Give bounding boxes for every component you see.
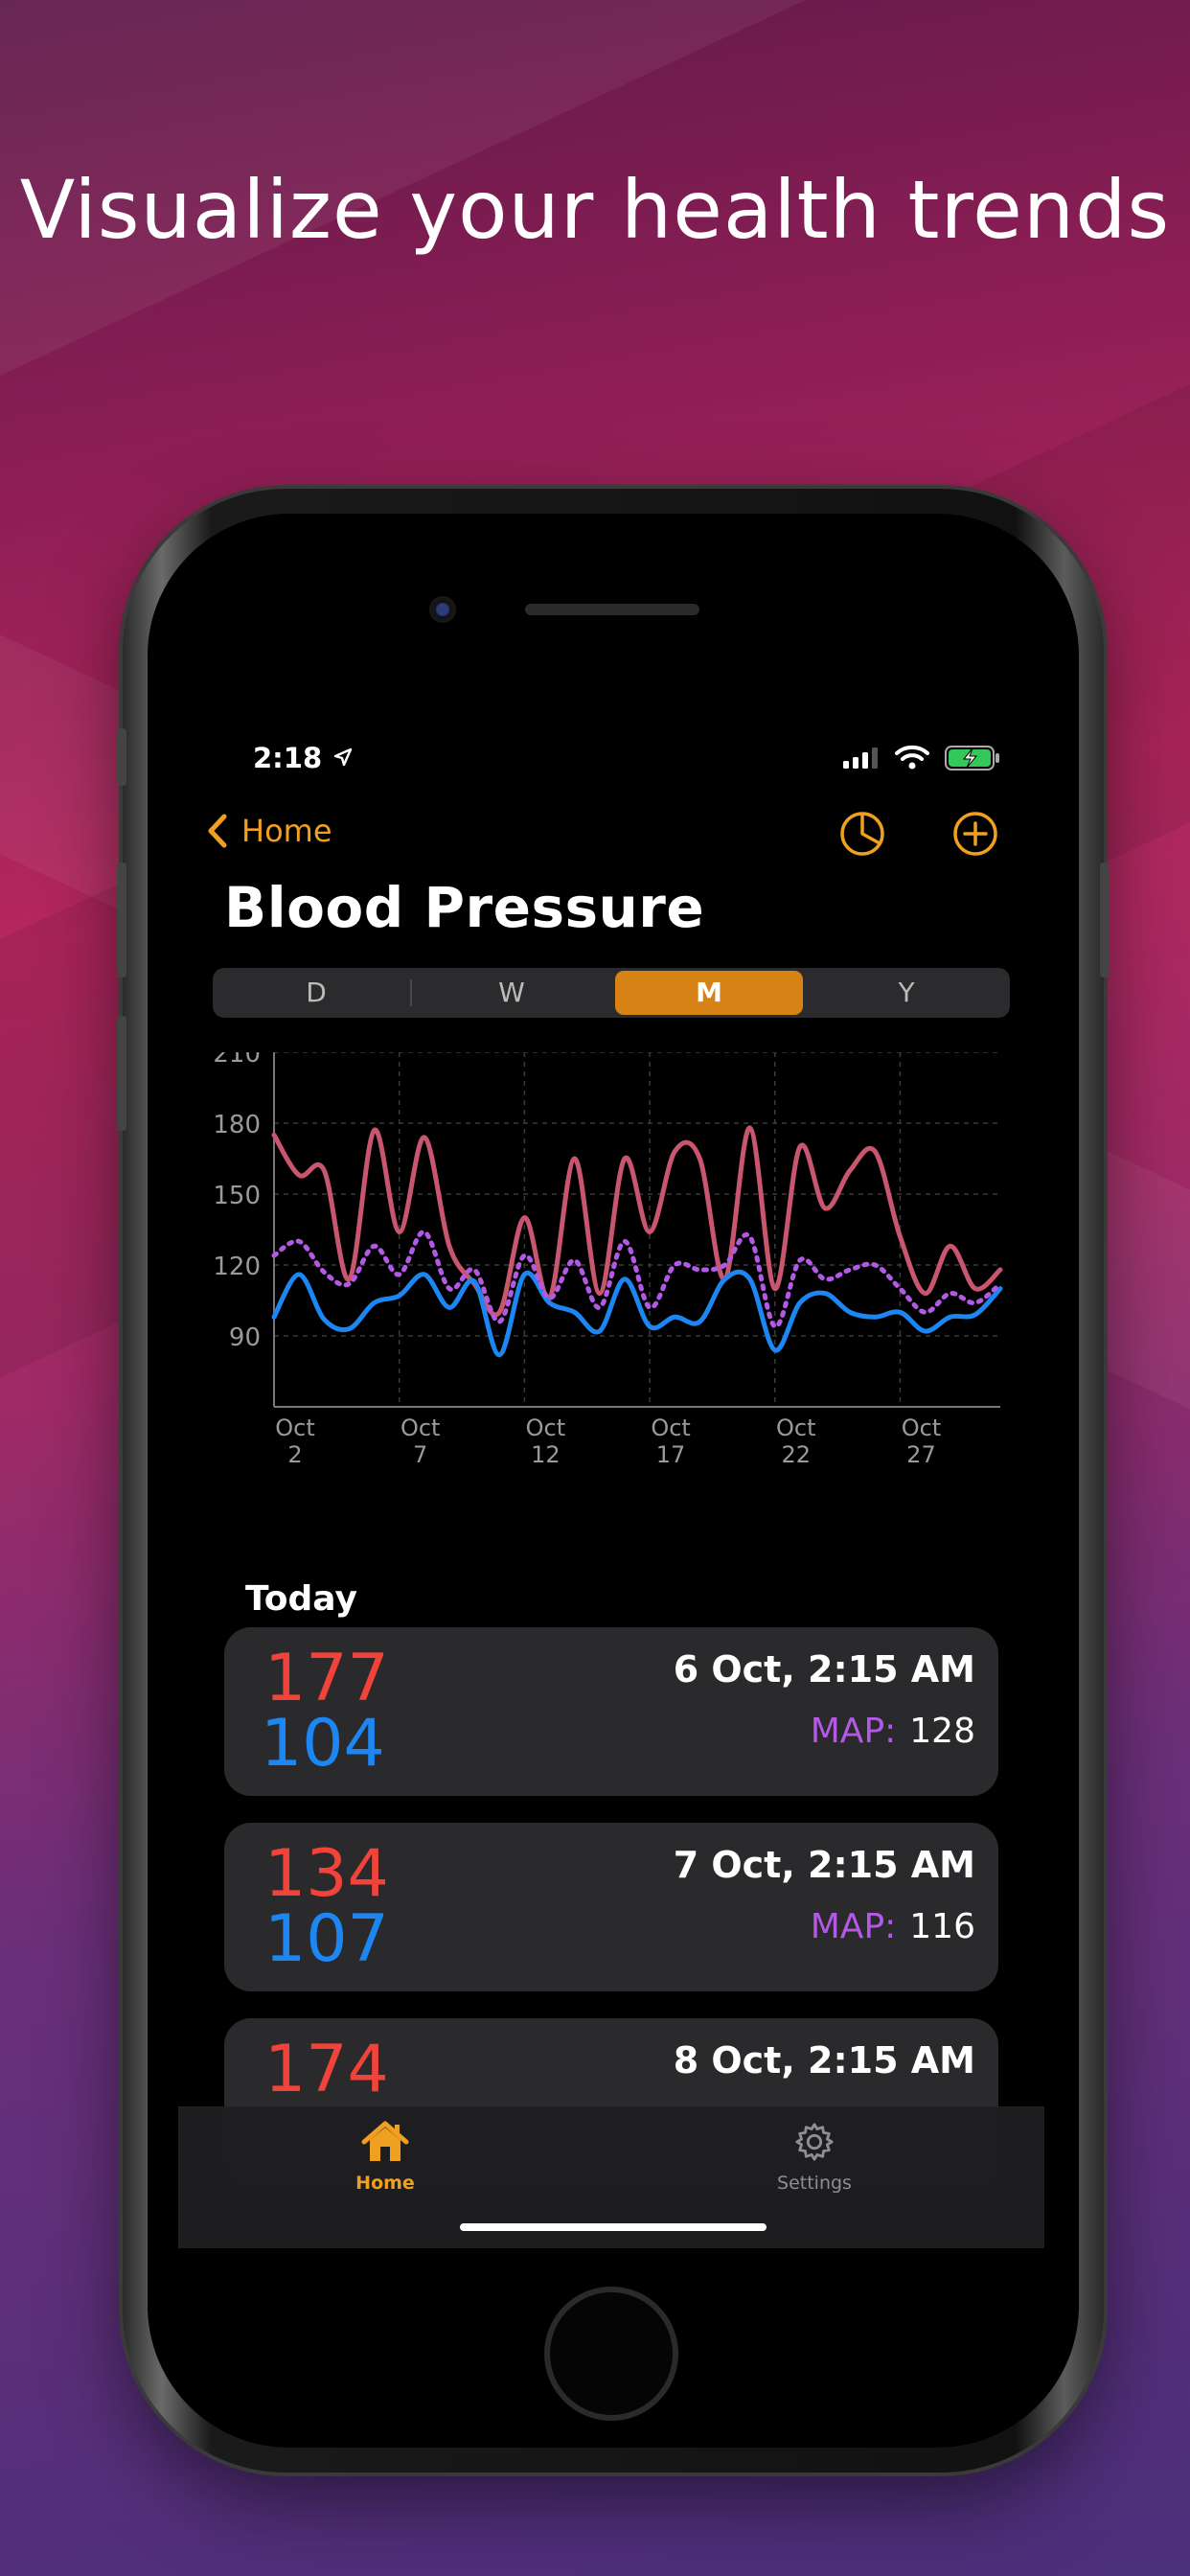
battery-charging-icon	[945, 746, 999, 770]
reading-datetime: 7 Oct, 2:15 AM	[673, 1844, 975, 1886]
status-time: 2:18	[253, 742, 323, 774]
diastolic-series-line	[271, 1269, 1003, 1358]
systolic-series-line	[271, 1125, 1003, 1318]
y-tick-label: 150	[213, 1182, 261, 1210]
location-arrow-icon	[333, 748, 353, 767]
navigation-bar: Home	[178, 809, 1044, 876]
diastolic-value: 104	[261, 1706, 385, 1782]
y-tick-label: 210	[213, 1052, 261, 1069]
volume-up-button	[117, 862, 126, 978]
y-tick-label: 120	[213, 1253, 261, 1281]
map-label: MAP:	[810, 1712, 897, 1751]
x-tick-label: Oct	[275, 1414, 315, 1441]
x-tick-label: 17	[656, 1441, 686, 1468]
house-icon	[361, 2121, 409, 2161]
tab-home[interactable]: Home	[309, 2121, 462, 2194]
x-tick-label: Oct	[400, 1414, 441, 1441]
cellular-signal-icon	[843, 748, 878, 769]
x-tick-label: Oct	[526, 1414, 566, 1441]
reading-card[interactable]: 134 107 7 Oct, 2:15 AM MAP: 116	[224, 1823, 998, 1991]
map-value: 116	[909, 1907, 975, 1946]
tab-home-label: Home	[355, 2173, 415, 2194]
diastolic-value: 107	[264, 1901, 389, 1977]
y-tick-label: 180	[213, 1111, 261, 1139]
x-tick-label: 27	[906, 1441, 936, 1468]
pie-chart-icon	[840, 812, 884, 856]
status-bar: 2:18	[178, 717, 1044, 794]
x-tick-label: Oct	[651, 1414, 691, 1441]
reading-card[interactable]: 177 104 6 Oct, 2:15 AM MAP: 128	[224, 1627, 998, 1796]
home-button[interactable]	[544, 2287, 678, 2421]
add-reading-button[interactable]	[950, 809, 1000, 859]
headline: Visualize your health trends	[19, 163, 1171, 257]
back-label: Home	[241, 813, 332, 849]
map-row: MAP: 116	[811, 1907, 975, 1946]
systolic-value: 134	[264, 1836, 389, 1912]
app-screen: 2:18 Home	[178, 717, 1044, 2248]
power-button	[1100, 862, 1110, 978]
chart-button[interactable]	[837, 809, 887, 859]
map-row: MAP: 128	[811, 1712, 975, 1751]
x-tick-label: Oct	[902, 1414, 942, 1441]
x-tick-label: Oct	[776, 1414, 816, 1441]
systolic-value: 177	[264, 1641, 389, 1716]
period-segmented-control: D W M Y	[213, 968, 1010, 1018]
mute-switch	[117, 728, 126, 786]
volume-down-button	[117, 1016, 126, 1131]
x-tick-label: 2	[287, 1441, 302, 1468]
home-indicator	[460, 2223, 767, 2231]
segment-week[interactable]: W	[498, 977, 525, 1008]
reading-datetime: 8 Oct, 2:15 AM	[673, 2039, 975, 2082]
page-title: Blood Pressure	[224, 875, 705, 940]
wifi-icon	[895, 745, 929, 770]
section-title: Today	[245, 1579, 357, 1619]
plus-circle-icon	[953, 812, 997, 856]
segment-divider	[410, 979, 412, 1006]
blood-pressure-chart: 90120150180210Oct2Oct7Oct12Oct17Oct22Oct…	[213, 1052, 1003, 1468]
x-tick-label: 12	[531, 1441, 561, 1468]
gear-icon	[795, 2123, 834, 2161]
systolic-value: 174	[264, 2032, 389, 2107]
map-series-line	[271, 1229, 1003, 1329]
segment-month[interactable]: M	[615, 971, 803, 1015]
segment-day[interactable]: D	[306, 977, 327, 1008]
x-tick-label: 7	[413, 1441, 427, 1468]
tab-settings-label: Settings	[777, 2173, 852, 2194]
x-tick-label: 22	[781, 1441, 811, 1468]
reading-datetime: 6 Oct, 2:15 AM	[673, 1648, 975, 1690]
earpiece-speaker	[525, 604, 699, 615]
map-label: MAP:	[810, 1907, 897, 1946]
chevron-left-icon	[208, 814, 227, 848]
back-button[interactable]: Home	[207, 813, 332, 849]
map-value: 128	[909, 1712, 975, 1751]
segment-year[interactable]: Y	[898, 977, 915, 1008]
tab-settings[interactable]: Settings	[738, 2121, 891, 2194]
front-camera	[429, 596, 456, 623]
y-tick-label: 90	[229, 1323, 261, 1352]
